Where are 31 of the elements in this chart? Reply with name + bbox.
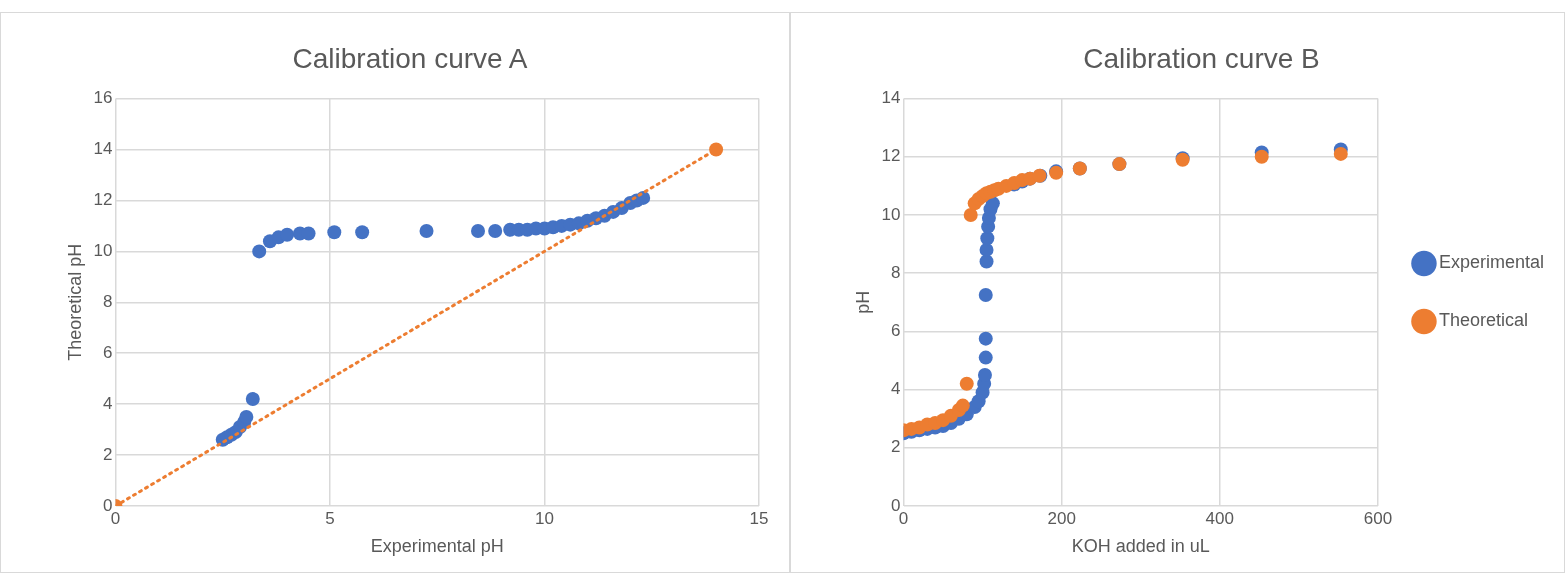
- y-tick-label: 8: [103, 291, 113, 311]
- y-tick-label: 14: [881, 88, 901, 108]
- legend-label: Experimental: [1438, 252, 1544, 273]
- y-tick-label: 4: [103, 393, 113, 413]
- y-tick-label: 8: [891, 262, 901, 282]
- y-tick-label: 14: [93, 139, 113, 159]
- y-tick-label: 12: [93, 190, 113, 210]
- legend-label: Theoretical: [1438, 310, 1528, 331]
- y-tick-label: 2: [103, 444, 113, 464]
- x-tick-label: 15: [749, 508, 769, 528]
- x-tick-label: 600: [1363, 508, 1393, 528]
- y-tick-label: 4: [891, 379, 901, 399]
- y-tick-label: 16: [93, 88, 113, 108]
- y-tick-label: 2: [891, 437, 901, 457]
- y-tick-label: 0: [103, 495, 113, 515]
- x-tick-label: 400: [1205, 508, 1234, 528]
- y-tick-label: 10: [881, 204, 901, 224]
- x-tick-label: 5: [325, 508, 335, 528]
- y-axis-title: pH: [852, 290, 873, 314]
- y-axis-title: Theoretical pH: [64, 243, 85, 361]
- y-tick-label: 0: [891, 495, 901, 515]
- chart-title: Calibration curve B: [1083, 42, 1320, 74]
- x-tick-label: 10: [535, 508, 554, 528]
- chart-title: Calibration curve A: [292, 42, 528, 74]
- y-tick-label: 6: [891, 321, 901, 341]
- y-tick-label: 6: [103, 342, 113, 362]
- x-axis-title: Experimental pH: [370, 536, 504, 557]
- x-axis-title: KOH added in uL: [1071, 536, 1210, 557]
- x-tick-label: 200: [1047, 508, 1076, 528]
- y-tick-label: 10: [93, 241, 113, 261]
- y-tick-label: 12: [881, 146, 901, 166]
